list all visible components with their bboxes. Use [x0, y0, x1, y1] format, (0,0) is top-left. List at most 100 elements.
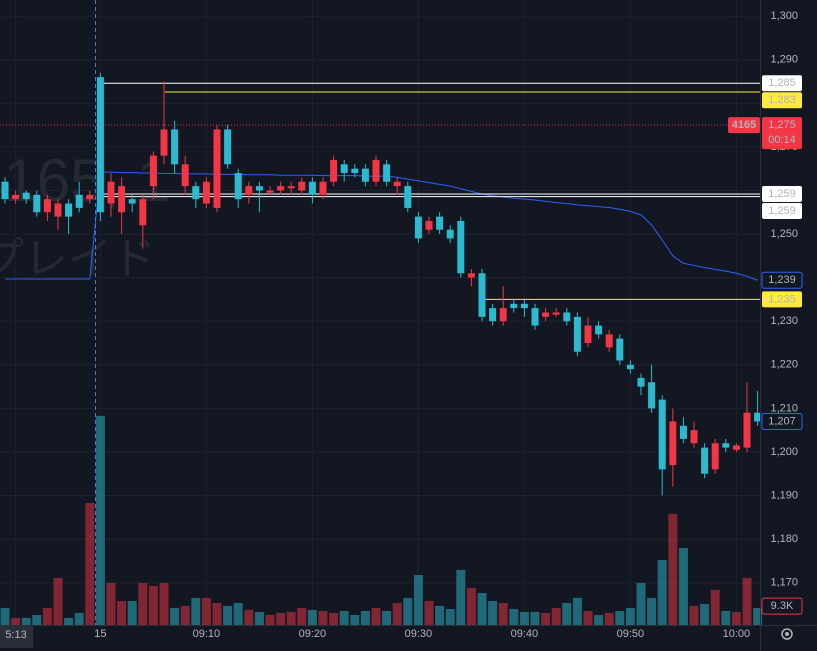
candle-body [690, 430, 698, 444]
candle-body [1, 181, 9, 200]
volume-bar [456, 569, 466, 625]
candle-body [552, 312, 560, 315]
candle-body [520, 303, 528, 309]
candles-layer [1, 72, 762, 496]
price-line-label: 1,259 [768, 188, 796, 200]
price-line-label-box [762, 185, 802, 202]
y-tick-label: 1,230 [770, 315, 798, 327]
candle-body [361, 168, 369, 182]
volume-bar [371, 607, 381, 625]
candle-body [711, 443, 719, 470]
volume-bar [11, 617, 21, 625]
price-line-label: 1,285 [768, 77, 796, 89]
volume-bar [403, 597, 413, 625]
candle-body [616, 338, 624, 361]
volume-bar [212, 603, 222, 625]
candle-body [75, 194, 83, 208]
volume-bar [530, 611, 540, 625]
volume-bar [541, 613, 551, 625]
volume-bar [106, 583, 116, 625]
x-tick-label: 09:20 [299, 628, 327, 640]
volume-bar [159, 583, 169, 625]
candle-body [542, 312, 550, 317]
symbol-box [728, 117, 760, 134]
candle-body [96, 77, 104, 213]
candle-body [669, 421, 677, 466]
volume-bar [615, 611, 625, 625]
volume-bar [647, 597, 657, 625]
candle-body [54, 203, 62, 217]
volume-bar [392, 603, 402, 625]
y-tick-label: 1,210 [770, 402, 798, 414]
candle-body [573, 316, 581, 352]
volume-bar [625, 607, 635, 625]
candle-body [743, 412, 751, 448]
last-price-label: 1,275 [768, 119, 796, 131]
price-line-label-box [762, 291, 802, 308]
x-tick-label: 15 [94, 628, 106, 640]
volume-bar [700, 603, 710, 625]
volume-bar [731, 611, 741, 625]
price-line-label-box [762, 202, 802, 219]
candle-body [181, 164, 189, 187]
candle-body [255, 186, 263, 191]
candle-body [234, 173, 242, 200]
candle-body [383, 164, 391, 182]
volume-bar [95, 415, 105, 625]
candle-body [658, 399, 666, 470]
volume-bar [710, 589, 720, 625]
candle-body [65, 203, 73, 217]
countdown-label: 00:14 [768, 134, 796, 146]
volume-bar [223, 605, 233, 625]
volume-bar [42, 607, 52, 625]
volume-bar [201, 597, 211, 625]
y-tick-label: 1,220 [770, 359, 798, 371]
volume-bar [233, 603, 243, 625]
watermark-name: プレイド [0, 235, 156, 284]
candle-body [722, 443, 730, 448]
volume-bar [276, 613, 286, 625]
lines-layer [0, 82, 760, 300]
candle-body [128, 199, 136, 204]
candle-body [245, 186, 253, 195]
candle-body [457, 220, 465, 274]
volume-bar [265, 615, 275, 625]
volume-bar [604, 613, 614, 625]
candle-body [679, 425, 687, 439]
candle-body [202, 181, 210, 204]
y-tick-label: 1,300 [770, 10, 798, 22]
volume-label: 9.3K [771, 600, 794, 612]
settings-button[interactable] [781, 628, 793, 640]
volume-bar [445, 609, 455, 625]
candle-body [171, 129, 179, 165]
candle-body [298, 181, 306, 191]
volume-bar [32, 615, 42, 625]
volume-bar [498, 603, 508, 625]
volume-bar [424, 601, 434, 625]
volume-bar [180, 605, 190, 625]
volume-bar [329, 613, 339, 625]
volume-bar [583, 611, 593, 625]
volume-bar [562, 603, 572, 625]
candle-body [266, 190, 274, 193]
candle-body [149, 155, 157, 187]
volume-label-box [761, 597, 803, 615]
candle-body [701, 447, 709, 474]
volume-bar [21, 617, 31, 625]
price-line-label: 1,259 [768, 205, 796, 217]
price-line-label: 1,283 [768, 94, 796, 106]
indicator-label: 1,239 [768, 274, 796, 286]
volume-bar [74, 613, 84, 625]
volume-bar [360, 611, 370, 625]
candle-body [478, 273, 486, 317]
candle-body [319, 181, 327, 195]
volume-bar [509, 609, 519, 625]
y-tick-label: 1,200 [770, 446, 798, 458]
volume-bar [339, 611, 349, 625]
volume-bar [318, 611, 328, 625]
candle-body [277, 186, 285, 191]
y-tick-label: 1,190 [770, 489, 798, 501]
candle-body [340, 164, 348, 174]
